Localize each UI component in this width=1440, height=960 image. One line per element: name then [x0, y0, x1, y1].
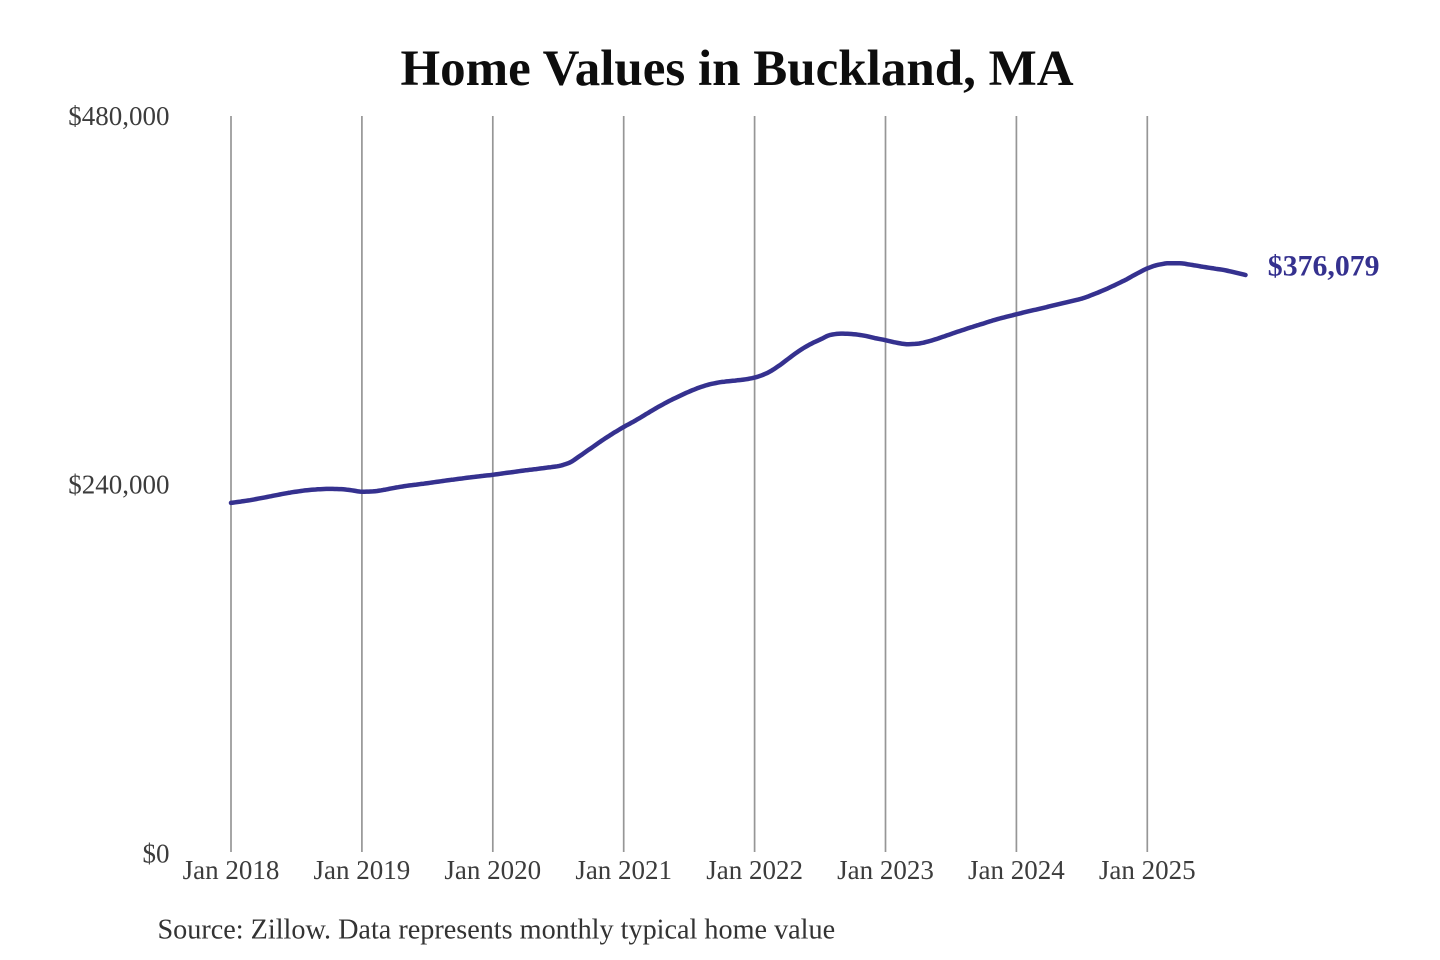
- svg-text:Source: Zillow. Data represent: Source: Zillow. Data represents monthly …: [158, 915, 836, 946]
- svg-text:Jan 2019: Jan 2019: [314, 855, 411, 885]
- svg-text:$0: $0: [143, 839, 170, 869]
- svg-text:Jan 2021: Jan 2021: [575, 855, 672, 885]
- svg-text:Jan 2022: Jan 2022: [706, 855, 803, 885]
- svg-text:$376,079: $376,079: [1268, 250, 1380, 283]
- svg-text:$240,000: $240,000: [68, 470, 169, 500]
- svg-text:Jan 2020: Jan 2020: [444, 855, 541, 885]
- svg-text:Jan 2018: Jan 2018: [183, 855, 280, 885]
- svg-text:Home Values in Buckland, MA: Home Values in Buckland, MA: [400, 41, 1073, 97]
- svg-text:Jan 2023: Jan 2023: [837, 855, 934, 885]
- svg-text:Jan 2024: Jan 2024: [968, 855, 1065, 885]
- svg-text:$480,000: $480,000: [68, 101, 169, 131]
- svg-text:Jan 2025: Jan 2025: [1099, 855, 1196, 885]
